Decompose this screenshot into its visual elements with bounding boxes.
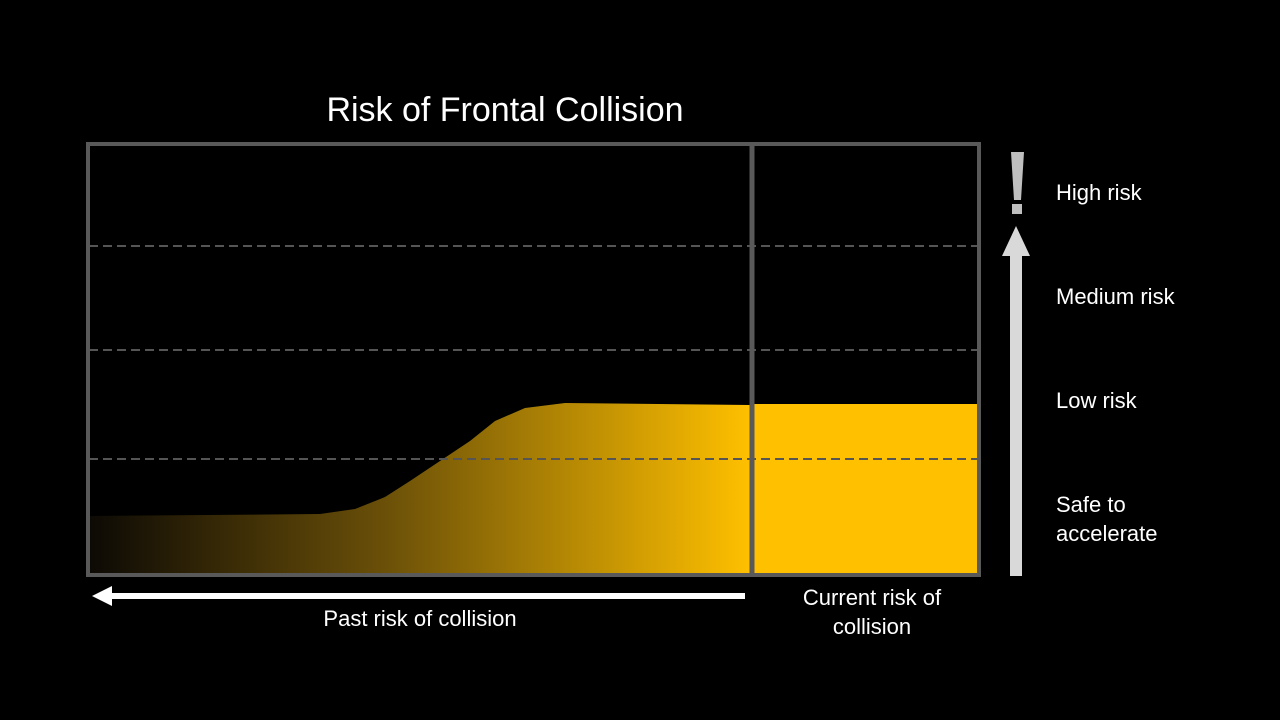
past-label: Past risk of collision: [323, 606, 517, 631]
risk-level: High risk: [1056, 180, 1142, 205]
current-risk-area: [754, 404, 977, 573]
frame: [86, 142, 981, 577]
alert-icon-bar: [1011, 152, 1024, 200]
risk-arrow-head: [1002, 226, 1030, 256]
risk-level: Low risk: [1056, 388, 1137, 413]
past-risk-area: [90, 403, 750, 573]
current-label: Current risk of collision: [802, 585, 942, 639]
risk-arrow-shaft: [1010, 252, 1022, 576]
time-arrow-head: [92, 586, 112, 606]
alert-icon-dot: [1012, 204, 1022, 214]
risk-level: Safe to accelerate: [1056, 492, 1158, 546]
risk-dividers: [89, 245, 978, 460]
risk-level: Medium risk: [1056, 284, 1175, 309]
title: Risk of Frontal Collision: [326, 91, 684, 129]
